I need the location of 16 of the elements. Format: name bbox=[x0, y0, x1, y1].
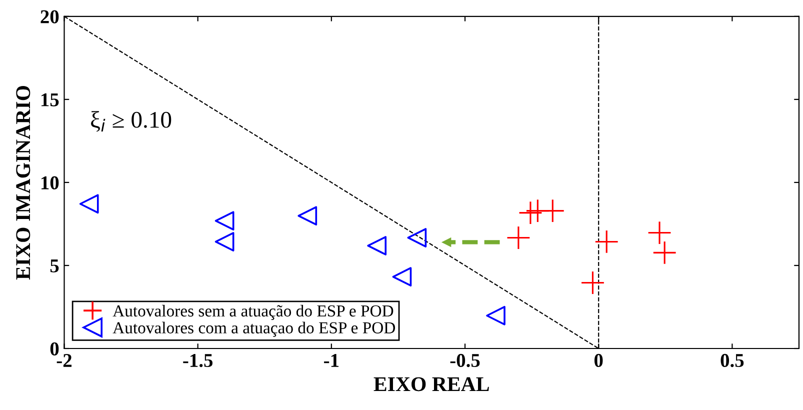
y-tick-label: 20 bbox=[40, 10, 59, 24]
x-axis-title: EIXO REAL bbox=[374, 377, 489, 392]
y-tick-label: 15 bbox=[41, 93, 59, 106]
x-tick-label: -1 bbox=[324, 354, 339, 367]
y-tick-label: 5 bbox=[50, 259, 59, 272]
x-tick-label: -1.5 bbox=[183, 354, 213, 368]
y-tick-label: 10 bbox=[41, 176, 59, 190]
x-tick-label: 0.5 bbox=[720, 354, 744, 368]
x-tick-label: -2 bbox=[56, 354, 72, 367]
annotation: ξ$_{i}$ ≥ 0.10 bbox=[90, 111, 172, 132]
x-tick-label: -0.5 bbox=[450, 354, 480, 368]
y-axis-title: EIXO IMAGINARIO bbox=[16, 86, 30, 280]
x-tick-label: 0 bbox=[594, 354, 603, 368]
legend-label: Autovalores com a atuaçao do ESP e POD bbox=[112, 322, 396, 337]
y-tick-label: 0 bbox=[50, 342, 59, 356]
legend-label: Autovalores sem a atuação do ESP e POD bbox=[112, 304, 394, 320]
